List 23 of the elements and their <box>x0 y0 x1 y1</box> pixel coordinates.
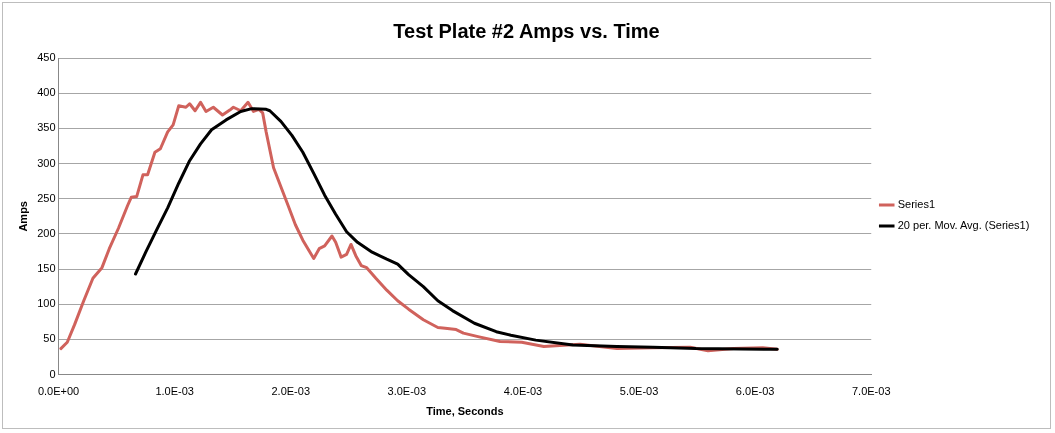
y-tick-label: 50 <box>43 332 56 345</box>
y-tick-label: 150 <box>37 262 56 275</box>
y-tick-label: 300 <box>37 156 56 169</box>
x-tick-label: 3.0E-03 <box>387 385 427 398</box>
y-tick-label: 0 <box>49 367 56 380</box>
x-tick-label: 5.0E-03 <box>619 385 659 398</box>
x-tick-label: 1.0E-03 <box>155 385 194 398</box>
x-tick-label: 0.0E+00 <box>37 385 80 398</box>
x-tick-label: 2.0E-03 <box>271 385 311 398</box>
legend-label: Series1 <box>897 198 936 211</box>
x-axis-title: Time, Seconds <box>426 405 504 418</box>
y-tick-label: 200 <box>37 226 56 239</box>
y-tick-label: 400 <box>37 86 56 99</box>
x-tick-label: 6.0E-03 <box>735 385 775 398</box>
y-axis-title: Amps <box>16 201 29 232</box>
chart-title: Test Plate #2 Amps vs. Time <box>393 19 660 42</box>
y-tick-label: 350 <box>37 121 56 134</box>
x-tick-label: 4.0E-03 <box>503 385 543 398</box>
y-tick-label: 100 <box>37 297 56 310</box>
legend-label: 20 per. Mov. Avg. (Series1) <box>897 219 1030 232</box>
x-tick-label: 7.0E-03 <box>851 385 891 398</box>
y-tick-label: 450 <box>37 51 56 64</box>
y-tick-label: 250 <box>37 191 56 204</box>
